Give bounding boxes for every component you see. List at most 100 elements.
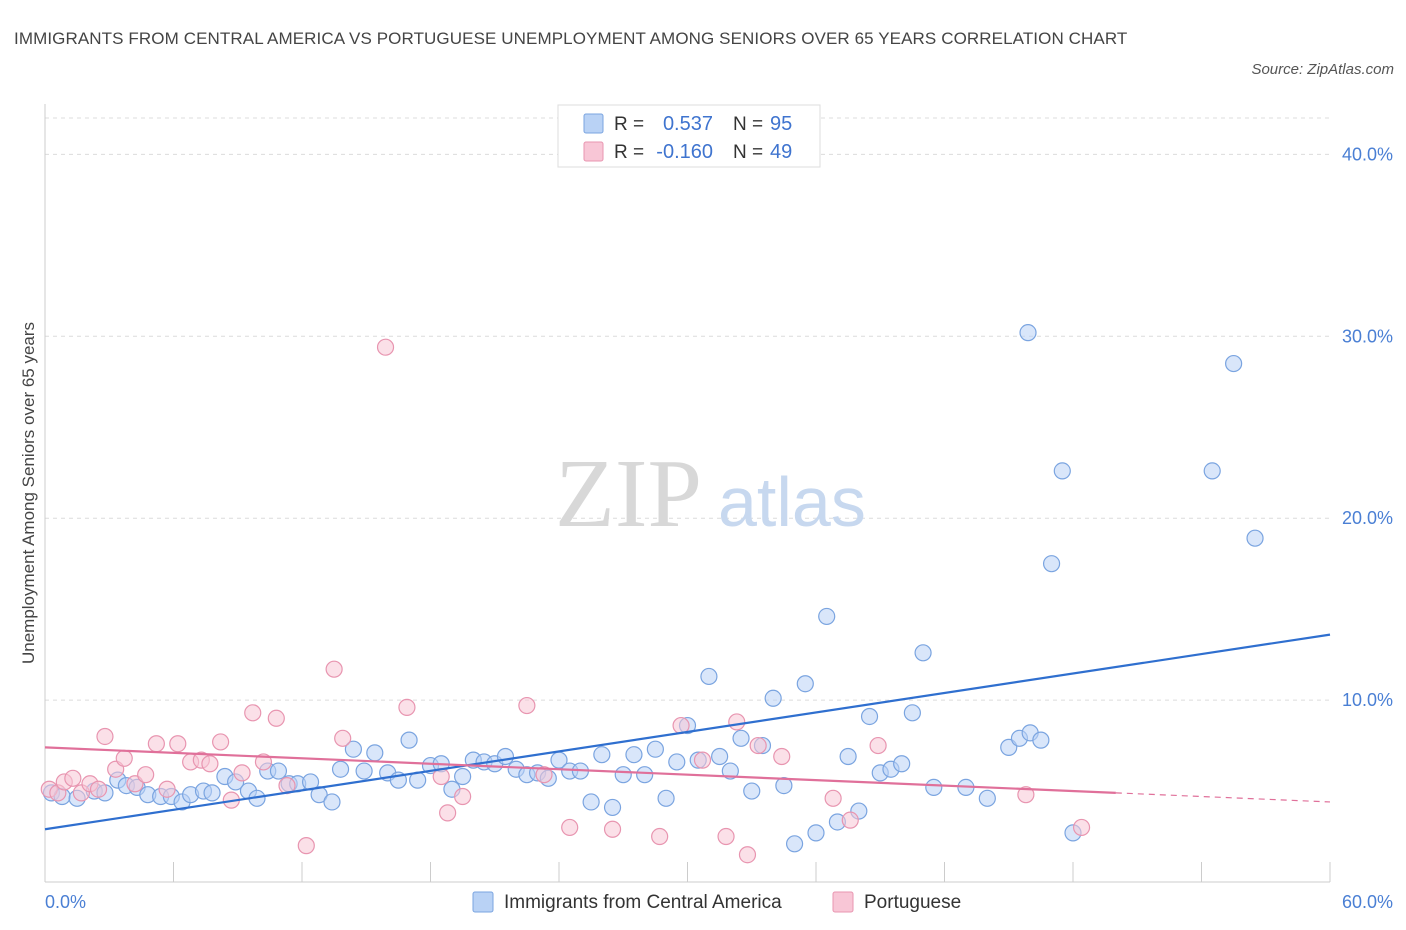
point-blue-27 — [344, 740, 362, 758]
point-pink-36 — [603, 820, 622, 838]
point-pink-34 — [535, 766, 553, 784]
point-pink-25 — [297, 837, 315, 855]
legend-n-value-1: 95 — [770, 113, 792, 135]
point-blue-64 — [743, 782, 761, 800]
trend-lines — [44, 633, 1331, 831]
point-blue-81 — [925, 778, 943, 797]
watermark: ZIP atlas — [555, 440, 866, 548]
y-tick-label-3: 40.0% — [1342, 144, 1393, 164]
point-pink-6 — [89, 780, 108, 798]
point-pink-42 — [738, 846, 757, 864]
legend-swatch-pink — [583, 141, 604, 162]
point-pink-32 — [454, 787, 472, 806]
point-pink-28 — [376, 338, 395, 356]
point-blue-49 — [582, 793, 600, 811]
point-blue-73 — [839, 747, 857, 766]
point-blue-87 — [1032, 731, 1050, 749]
point-blue-32 — [400, 731, 418, 749]
point-blue-37 — [454, 767, 472, 786]
point-blue-67 — [775, 776, 793, 795]
point-pink-13 — [158, 780, 176, 798]
point-blue-92 — [1203, 462, 1221, 480]
bottom-legend-swatch-blue — [472, 891, 494, 913]
legend-n-label-2: N = — [733, 142, 763, 163]
point-blue-62 — [721, 762, 739, 780]
point-blue-14 — [203, 784, 221, 802]
point-pink-40 — [717, 827, 735, 846]
point-blue-41 — [496, 747, 515, 766]
axes — [44, 104, 1331, 883]
point-blue-60 — [700, 667, 718, 686]
point-pink-41 — [728, 713, 746, 731]
point-pink-9 — [115, 749, 133, 767]
trend-line-blue — [44, 633, 1331, 831]
point-blue-94 — [1246, 529, 1264, 547]
point-pink-35 — [561, 818, 579, 837]
point-pink-22 — [254, 753, 273, 771]
point-blue-51 — [603, 798, 622, 817]
y-tick-label-0: 10.0% — [1342, 690, 1393, 710]
point-blue-69 — [796, 675, 814, 693]
point-pink-29 — [398, 698, 416, 716]
point-pink-17 — [201, 755, 219, 773]
y-tick-label-2: 30.0% — [1342, 326, 1393, 346]
watermark-zip: ZIP — [555, 440, 702, 548]
point-pink-20 — [233, 764, 251, 782]
y-axis-label: Unemployment Among Seniors over 65 years — [19, 322, 38, 664]
point-pink-39 — [693, 751, 712, 769]
point-blue-56 — [657, 789, 675, 807]
point-blue-28 — [355, 762, 373, 780]
point-pink-43 — [749, 736, 767, 755]
legend-swatch-blue — [583, 113, 604, 134]
legend-r-value-2: -0.160 — [656, 141, 713, 163]
bottom-legend-swatch-pink — [832, 891, 854, 913]
point-blue-61 — [711, 747, 729, 766]
point-pink-45 — [824, 789, 842, 807]
point-blue-52 — [614, 766, 632, 784]
point-pink-37 — [651, 827, 669, 846]
point-pink-18 — [212, 733, 230, 751]
point-pink-3 — [64, 769, 82, 787]
trend-line-pink-dashed — [1115, 792, 1331, 803]
point-blue-20 — [269, 762, 288, 780]
point-blue-50 — [593, 746, 611, 764]
point-blue-78 — [893, 755, 911, 773]
point-blue-26 — [331, 760, 350, 778]
point-blue-80 — [914, 644, 932, 662]
point-blue-29 — [366, 744, 384, 762]
chart-source: Source: ZipAtlas.com — [1251, 61, 1394, 78]
point-blue-71 — [818, 607, 836, 626]
point-pink-49 — [1072, 818, 1091, 837]
point-pink-33 — [518, 696, 536, 715]
tick-labels: 10.0% 20.0% 30.0% 40.0% 0.0% 60.0% — [45, 144, 1393, 912]
point-pink-31 — [439, 804, 457, 822]
point-pink-14 — [169, 735, 187, 753]
point-blue-93 — [1225, 354, 1243, 373]
point-pink-27 — [334, 729, 352, 747]
point-blue-54 — [636, 766, 654, 784]
grid-lines — [45, 117, 1330, 701]
point-pink-21 — [244, 704, 262, 722]
point-blue-53 — [625, 746, 643, 764]
bottom-legend-label-pink: Portuguese — [864, 892, 961, 913]
point-blue-90 — [1053, 462, 1071, 480]
x-tick-label-1: 60.0% — [1342, 892, 1393, 912]
legend-r-label-1: R = — [614, 114, 644, 135]
chart-title: IMMIGRANTS FROM CENTRAL AMERICA VS PORTU… — [14, 29, 1128, 48]
watermark-atlas: atlas — [718, 463, 866, 541]
point-blue-88 — [1019, 324, 1037, 342]
bottom-legend-label-blue: Immigrants from Central America — [504, 892, 782, 913]
point-blue-83 — [978, 789, 996, 807]
legend-r-value-1: 0.537 — [663, 113, 713, 135]
point-blue-66 — [764, 689, 782, 707]
point-pink-26 — [325, 660, 343, 678]
point-pink-46 — [841, 811, 859, 829]
bottom-legend: Immigrants from Central America Portugue… — [472, 891, 961, 913]
point-pink-48 — [1017, 786, 1035, 804]
series-portuguese — [40, 338, 1091, 864]
point-blue-70 — [807, 824, 825, 842]
point-blue-75 — [860, 707, 879, 726]
legend-n-value-2: 49 — [770, 141, 792, 163]
legend-r-label-2: R = — [614, 142, 644, 163]
